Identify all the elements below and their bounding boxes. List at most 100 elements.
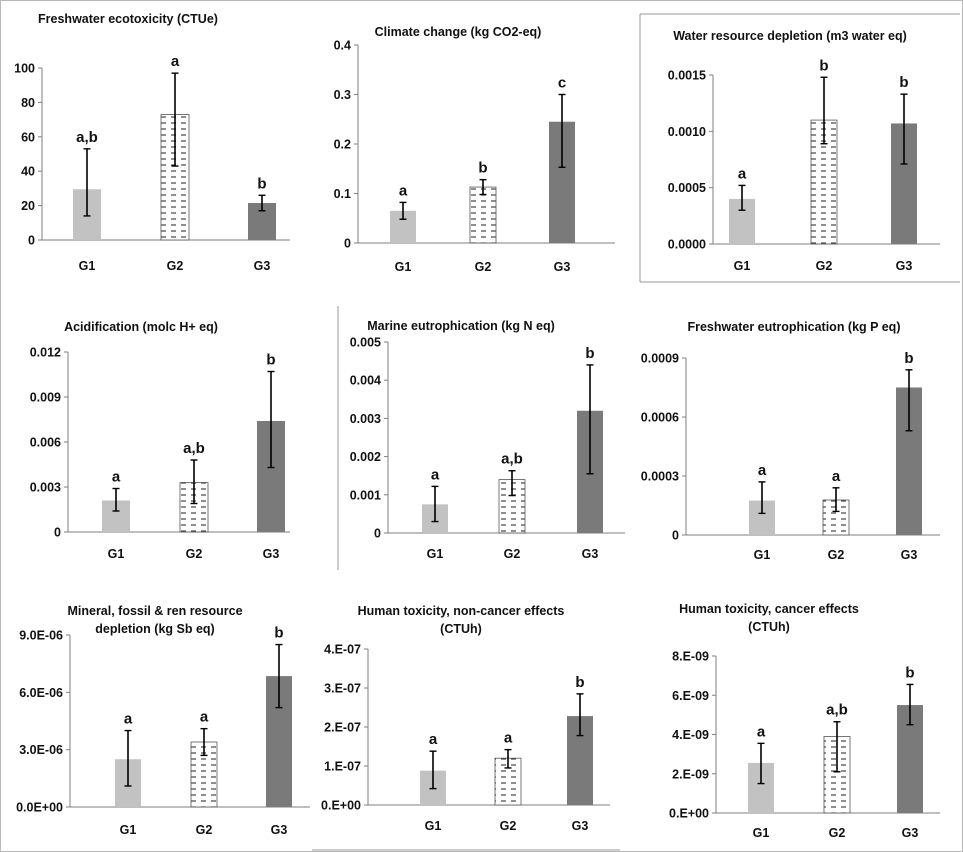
y-tick-label: 4.E-09 bbox=[672, 728, 709, 742]
significance-label: a bbox=[738, 165, 747, 182]
y-tick-label: 3.E-07 bbox=[324, 682, 361, 696]
x-category-label: G1 bbox=[120, 823, 137, 837]
chart-panel: Water resource depletion (m3 water eq) 0.… bbox=[668, 29, 940, 273]
y-tick-label: 0.0000 bbox=[668, 238, 706, 252]
y-tick-label: 0 bbox=[374, 527, 381, 541]
chart-panel: Human toxicity, cancer effects (CTUh) 0.E+… bbox=[669, 602, 940, 840]
significance-label: a,b bbox=[76, 129, 98, 146]
chart-title: Human toxicity, cancer effects bbox=[679, 602, 859, 616]
y-tick-label: 2.E-07 bbox=[324, 721, 361, 735]
x-category-label: G2 bbox=[196, 823, 213, 837]
x-category-label: G2 bbox=[829, 826, 846, 840]
significance-label: a,b bbox=[501, 451, 523, 468]
y-tick-label: 40 bbox=[21, 165, 35, 179]
y-tick-label: 100 bbox=[14, 62, 35, 76]
chart-panel: Acidification (molc H+ eq) 0 0.003 0.006 0.0… bbox=[30, 320, 290, 561]
y-tick-label: 6.0E-06 bbox=[19, 686, 63, 700]
y-tick-label: 0.E+00 bbox=[321, 799, 361, 813]
significance-label: b bbox=[585, 345, 594, 362]
chart-title: (CTUh) bbox=[748, 620, 790, 634]
y-tick-label: 0.005 bbox=[350, 336, 381, 350]
significance-label: a bbox=[124, 711, 133, 728]
y-tick-label: 0.0003 bbox=[641, 470, 679, 484]
x-category-label: G1 bbox=[754, 548, 771, 562]
significance-label: a bbox=[504, 730, 513, 747]
x-category-label: G1 bbox=[108, 547, 125, 561]
bar-g2 bbox=[469, 186, 497, 244]
y-tick-label: 0.0005 bbox=[668, 181, 706, 195]
significance-label: b bbox=[274, 625, 283, 642]
x-category-label: G3 bbox=[896, 259, 913, 273]
y-tick-label: 0.3 bbox=[334, 88, 351, 102]
y-tick-label: 0.4 bbox=[334, 39, 351, 53]
chart-panel: Climate change (kg CO2-eq) 0 0.1 0.2 0.3 0.4 a… bbox=[334, 25, 615, 274]
significance-label: b bbox=[575, 674, 584, 691]
significance-label: a bbox=[757, 723, 766, 740]
y-tick-label: 0.0009 bbox=[641, 352, 679, 366]
x-category-label: G2 bbox=[828, 548, 845, 562]
x-category-label: G3 bbox=[582, 547, 599, 561]
x-category-label: G2 bbox=[167, 259, 184, 273]
y-tick-label: 0.003 bbox=[30, 481, 61, 495]
significance-label: a bbox=[112, 469, 121, 486]
x-category-label: G1 bbox=[427, 547, 444, 561]
y-tick-label: 0.0E+00 bbox=[16, 801, 63, 815]
y-tick-label: 9.0E-06 bbox=[19, 629, 63, 643]
x-category-label: G3 bbox=[902, 826, 919, 840]
significance-label: a bbox=[431, 466, 440, 483]
chart-title: Freshwater ecotoxicity (CTUe) bbox=[38, 12, 218, 26]
y-tick-label: 1.E-07 bbox=[324, 760, 361, 774]
chart-title: Marine eutrophication (kg N eq) bbox=[367, 319, 555, 333]
y-tick-label: 8.E-09 bbox=[672, 650, 709, 664]
x-category-label: G1 bbox=[753, 826, 770, 840]
chart-title: Mineral, fossil & ren resource bbox=[67, 604, 242, 618]
significance-label: b bbox=[905, 664, 914, 681]
y-tick-label: 0.003 bbox=[350, 412, 381, 426]
chart-title: Human toxicity, non-cancer effects bbox=[358, 604, 565, 618]
y-tick-label: 0.004 bbox=[350, 374, 381, 388]
significance-label: a bbox=[200, 709, 209, 726]
chart-panels: Freshwater ecotoxicity (CTUe) 0 20 40 60 80 10… bbox=[14, 12, 940, 840]
significance-label: a bbox=[429, 731, 438, 748]
y-tick-label: 3.0E-06 bbox=[19, 743, 63, 757]
chart-title: (CTUh) bbox=[440, 622, 482, 636]
x-category-label: G1 bbox=[395, 260, 412, 274]
significance-label: b bbox=[257, 175, 266, 192]
significance-label: a bbox=[171, 53, 180, 70]
significance-label: a bbox=[832, 468, 841, 485]
y-tick-label: 0 bbox=[672, 529, 679, 543]
chart-title: Water resource depletion (m3 water eq) bbox=[673, 29, 907, 43]
y-tick-label: 0.0010 bbox=[668, 125, 706, 139]
x-category-label: G3 bbox=[254, 259, 271, 273]
x-category-label: G3 bbox=[263, 547, 280, 561]
significance-label: b bbox=[266, 352, 275, 369]
x-category-label: G2 bbox=[504, 547, 521, 561]
y-tick-label: 0 bbox=[344, 237, 351, 251]
significance-label: c bbox=[558, 75, 566, 92]
chart-title: Climate change (kg CO2-eq) bbox=[375, 25, 542, 39]
y-tick-label: 6.E-09 bbox=[672, 689, 709, 703]
significance-label: b bbox=[899, 74, 908, 91]
significance-label: a,b bbox=[826, 702, 848, 719]
significance-label: a bbox=[399, 182, 408, 199]
y-tick-label: 80 bbox=[21, 96, 35, 110]
chart-panel: Marine eutrophication (kg N eq) 0 0.001 0.0… bbox=[350, 319, 625, 561]
significance-label: b bbox=[819, 57, 828, 74]
chart-title: Acidification (molc H+ eq) bbox=[64, 320, 218, 334]
y-tick-label: 0.0015 bbox=[668, 69, 706, 83]
y-tick-label: 0.0006 bbox=[641, 411, 679, 425]
y-tick-label: 0 bbox=[54, 526, 61, 540]
chart-panel: Mineral, fossil & ren resource depletion … bbox=[16, 604, 310, 837]
y-tick-label: 0 bbox=[28, 234, 35, 248]
x-category-label: G2 bbox=[500, 819, 517, 833]
x-category-label: G3 bbox=[901, 548, 918, 562]
x-category-label: G1 bbox=[734, 259, 751, 273]
y-tick-label: 20 bbox=[21, 199, 35, 213]
x-category-label: G3 bbox=[554, 260, 571, 274]
y-tick-label: 2.E-09 bbox=[672, 767, 709, 781]
y-tick-label: 0.009 bbox=[30, 391, 61, 405]
x-category-label: G2 bbox=[816, 259, 833, 273]
significance-label: b bbox=[478, 160, 487, 177]
x-category-label: G2 bbox=[186, 547, 203, 561]
